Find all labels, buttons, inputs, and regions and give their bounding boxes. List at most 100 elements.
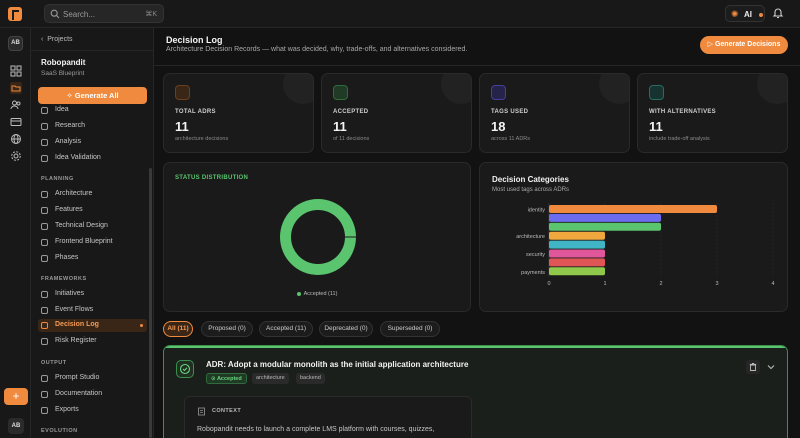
sidebar-item-phases[interactable]: Phases [38,252,147,265]
sidebar-item-risk-register[interactable]: Risk Register [38,335,147,348]
project-type: SaaS Blueprint [41,70,85,77]
adr-title: ADR: Adopt a modular monolith as the ini… [206,360,469,369]
chevron-down-icon[interactable] [766,363,776,371]
filter-tab-deprecated[interactable]: Deprecated (0) [319,321,373,337]
context-section: CONTEXT Robopandit needs to launch a com… [184,396,472,438]
search-icon [50,9,60,19]
sidebar-item-label: Frontend Blueprint [55,238,113,245]
y-tick-label: payments [521,270,545,276]
sidebar-item-label: Architecture [55,190,93,197]
bulb-icon [41,107,48,114]
shield-icon [41,338,48,345]
chevron-left-icon: ‹ [41,36,48,43]
top-bar: Search... ⌘K ✺ AI [0,0,800,28]
stat-value: 11 [333,119,347,134]
filter-tab-accepted[interactable]: Accepted (11) [259,321,313,337]
sidebar-item-architecture[interactable]: Architecture [38,188,147,201]
card-icon[interactable] [10,116,22,128]
tag-badge: architecture [252,373,289,384]
sidebar-item-analysis[interactable]: Analysis [38,136,147,149]
project-name: Robopandit [41,58,86,67]
sidebar-item-idea[interactable]: Idea [38,104,147,117]
delete-button[interactable] [746,360,760,374]
workspace-avatar[interactable]: AB [8,36,23,51]
generate-all-button[interactable]: ✧ Generate All [38,87,147,104]
icon-rail: AB + AB [0,28,31,438]
sidebar-item-prompt-studio[interactable]: Prompt Studio [38,372,147,385]
sidebar-item-exports[interactable]: Exports [38,404,147,417]
user-avatar[interactable]: AB [8,418,24,434]
sidebar-scrollbar[interactable] [149,168,152,438]
card-accent [164,346,787,348]
sidebar-item-technical-design[interactable]: Technical Design [38,220,147,233]
context-heading: CONTEXT [212,408,242,414]
sidebar-item-features[interactable]: Features [38,204,147,217]
sidebar-item-idea-validation[interactable]: Idea Validation [38,152,147,165]
x-tick-label: 2 [659,281,662,287]
section-heading-output: OUTPUT [41,360,67,366]
sidebar-item-label: Research [55,122,85,129]
flag-icon [41,291,48,298]
y-tick-label: identity [528,208,546,214]
bell-icon[interactable] [772,7,784,19]
search-shortcut: ⌘K [145,11,157,18]
status-badge: ⊙ Accepted [206,373,247,384]
globe-icon[interactable] [10,133,22,145]
sidebar-item-label: Risk Register [55,337,97,344]
generate-decisions-button[interactable]: ▷ Generate Decisions [700,36,788,54]
filter-tab-all[interactable]: All (11) [163,321,193,337]
x-tick-label: 4 [771,281,774,287]
header-divider [154,65,800,66]
sparkle-icon: ✺ [731,9,739,19]
sidebar-item-label: Prompt Studio [55,374,100,381]
sidebar-item-label: Decision Log [55,321,99,328]
flag-icon [41,255,48,262]
check-circle-icon [333,85,348,100]
stat-label: WITH ALTERNATIVES [649,109,716,115]
decision-categories-panel: Decision Categories Most used tags acros… [479,162,788,312]
main-content: Decision Log Architecture Decision Recor… [154,28,800,438]
sidebar-item-documentation[interactable]: Documentation [38,388,147,401]
folder-icon[interactable] [10,82,22,94]
arrow-icon [41,307,48,314]
list-icon [41,207,48,214]
sidebar-item-label: Initiatives [55,290,85,297]
gear-icon[interactable] [10,150,22,162]
book-icon [41,322,48,329]
check-circle-icon [176,360,194,378]
active-dot [140,324,143,327]
code-icon [41,223,48,230]
check-icon: ⊙ [211,376,217,382]
sidebar-item-frontend-blueprint[interactable]: Frontend Blueprint [38,236,147,249]
filter-tab-proposed[interactable]: Proposed (0) [201,321,253,337]
filter-tab-superseded[interactable]: Superseded (0) [380,321,440,337]
stat-value: 18 [491,119,506,134]
ai-toggle-button[interactable]: ✺ AI [725,5,765,22]
book-icon [175,85,190,100]
sidebar-item-event-flows[interactable]: Event Flows [38,304,147,317]
users-icon[interactable] [10,99,22,111]
add-button[interactable]: + [4,388,28,405]
magnifier-icon [41,123,48,130]
stat-label: ACCEPTED [333,109,369,115]
sidebar-item-decision-log[interactable]: Decision Log [38,319,147,332]
trash-icon [749,362,757,371]
app-logo[interactable] [8,7,22,21]
legend-swatch [296,291,301,296]
page-title: Decision Log [166,35,223,45]
sidebar-item-label: Phases [55,254,79,261]
divider [31,50,153,51]
stat-caption: include trade-off analysis [649,136,710,142]
back-to-projects-link[interactable]: ‹ Projects [41,36,73,43]
context-text: Robopandit needs to launch a complete LM… [197,426,435,433]
grid-icon[interactable] [10,65,22,77]
sidebar-item-initiatives[interactable]: Initiatives [38,288,147,301]
sidebar-item-research[interactable]: Research [38,120,147,133]
adr-card[interactable]: ADR: Adopt a modular monolith as the ini… [163,345,788,438]
search-bar[interactable]: Search... ⌘K [44,4,164,23]
ai-status-dot [759,13,763,17]
status-donut-chart [280,198,356,276]
panel-title: STATUS DISTRIBUTION [175,175,249,181]
sidebar-item-label: Event Flows [55,306,94,313]
stat-card-accepted: ACCEPTED 11 of 11 decisions [321,73,472,153]
